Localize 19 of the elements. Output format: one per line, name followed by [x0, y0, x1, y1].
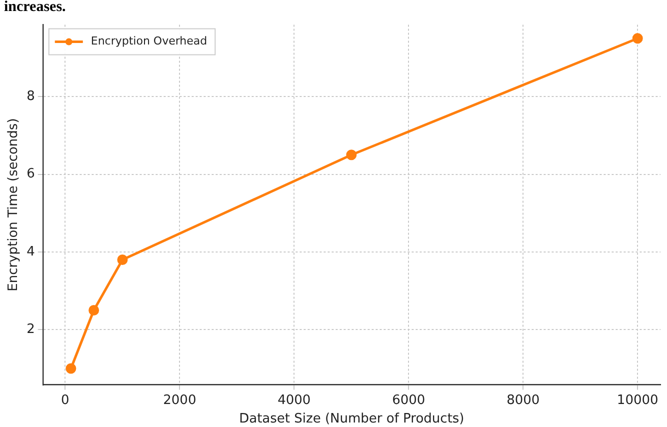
- text: increases.: [3, 0, 67, 15]
- legend-label: Encryption Overhead: [90, 34, 208, 48]
- point: [66, 363, 76, 374]
- x-axis-title: Dataset Size (Number of Products): [239, 412, 464, 427]
- x-tick-label: 8000: [506, 392, 540, 408]
- point: [88, 304, 100, 316]
- point: [346, 150, 357, 160]
- y-axis-title: Encryption Time (seconds): [6, 118, 22, 292]
- x-tick-label: 10000: [616, 392, 658, 408]
- point: [117, 254, 128, 265]
- x-tick-label: 4000: [278, 392, 311, 408]
- x-tick-label: 6000: [392, 392, 426, 408]
- x-tick-label: 2000: [163, 392, 196, 408]
- y-tick-label: 4: [26, 244, 35, 260]
- x-tick-label: 0: [61, 392, 70, 408]
- y-tick-label: 8: [26, 89, 35, 104]
- y-tick-label: 6: [26, 166, 35, 182]
- point: [632, 33, 643, 44]
- y-tick-label: 2: [26, 322, 35, 338]
